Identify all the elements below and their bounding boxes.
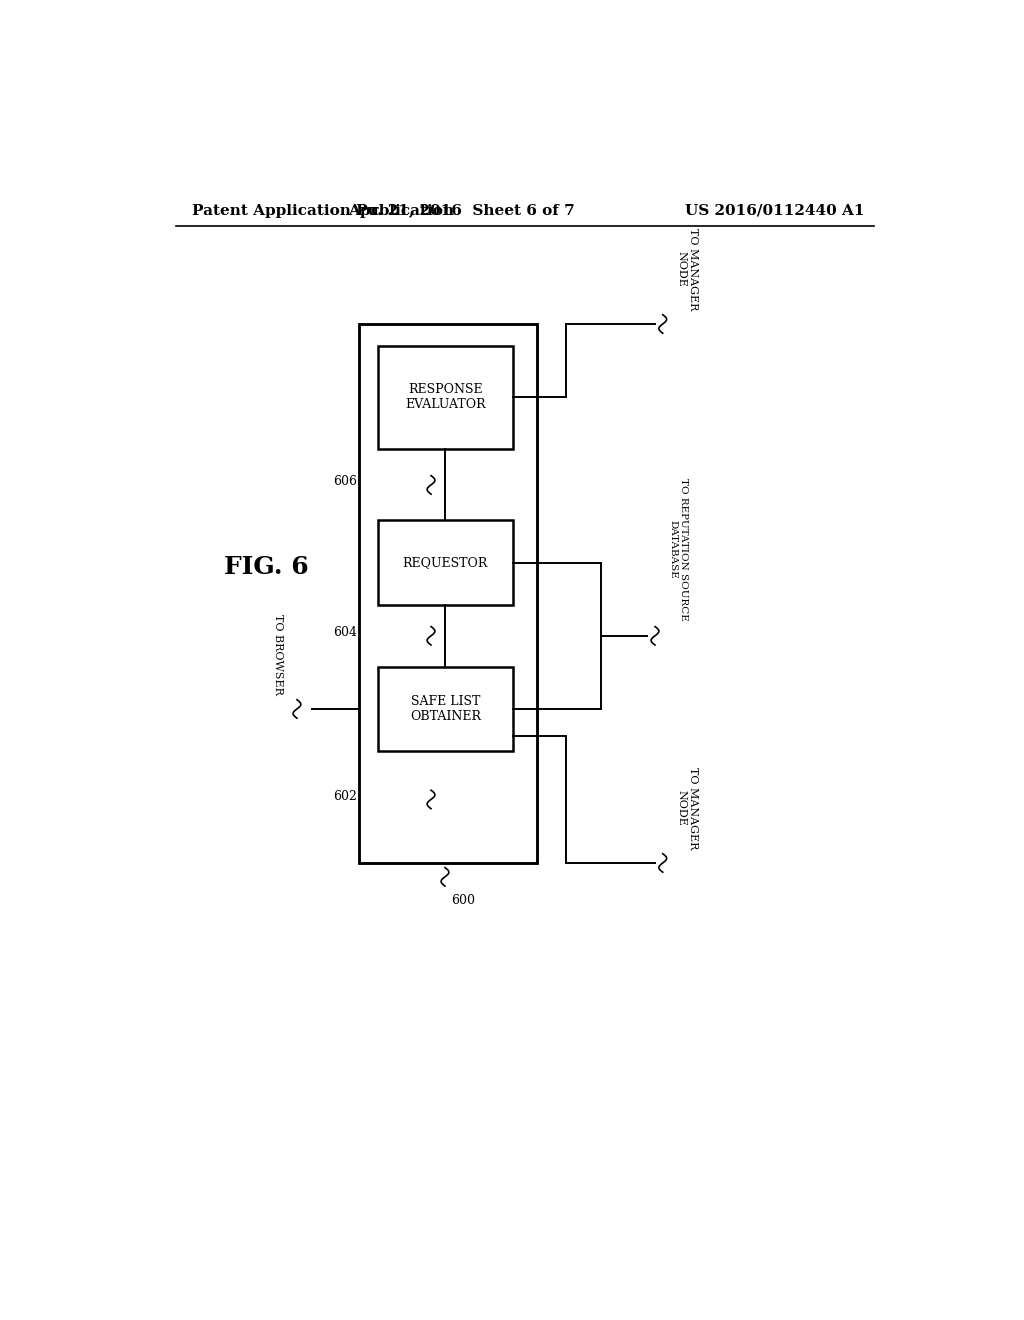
- Text: REQUESTOR: REQUESTOR: [402, 556, 488, 569]
- Text: 606: 606: [333, 475, 356, 488]
- Bar: [359, 323, 538, 863]
- Text: Patent Application Publication: Patent Application Publication: [191, 203, 454, 218]
- Text: TO MANAGER
NODE: TO MANAGER NODE: [677, 767, 698, 849]
- Bar: [378, 520, 513, 605]
- Text: FIG. 6: FIG. 6: [223, 554, 308, 578]
- Text: TO REPUTATION SOURCE
DATABASE: TO REPUTATION SOURCE DATABASE: [669, 478, 688, 620]
- Text: RESPONSE
EVALUATOR: RESPONSE EVALUATOR: [406, 384, 485, 412]
- Bar: [378, 667, 513, 751]
- Text: TO BROWSER: TO BROWSER: [273, 614, 283, 696]
- Text: 602: 602: [333, 789, 356, 803]
- Text: US 2016/0112440 A1: US 2016/0112440 A1: [685, 203, 864, 218]
- Text: Apr. 21, 2016  Sheet 6 of 7: Apr. 21, 2016 Sheet 6 of 7: [348, 203, 574, 218]
- Text: SAFE LIST
OBTAINER: SAFE LIST OBTAINER: [410, 694, 481, 723]
- Text: TO MANAGER
NODE: TO MANAGER NODE: [677, 228, 698, 310]
- Bar: [359, 323, 538, 863]
- Text: 600: 600: [452, 894, 475, 907]
- Bar: [378, 346, 513, 449]
- Text: 604: 604: [333, 626, 356, 639]
